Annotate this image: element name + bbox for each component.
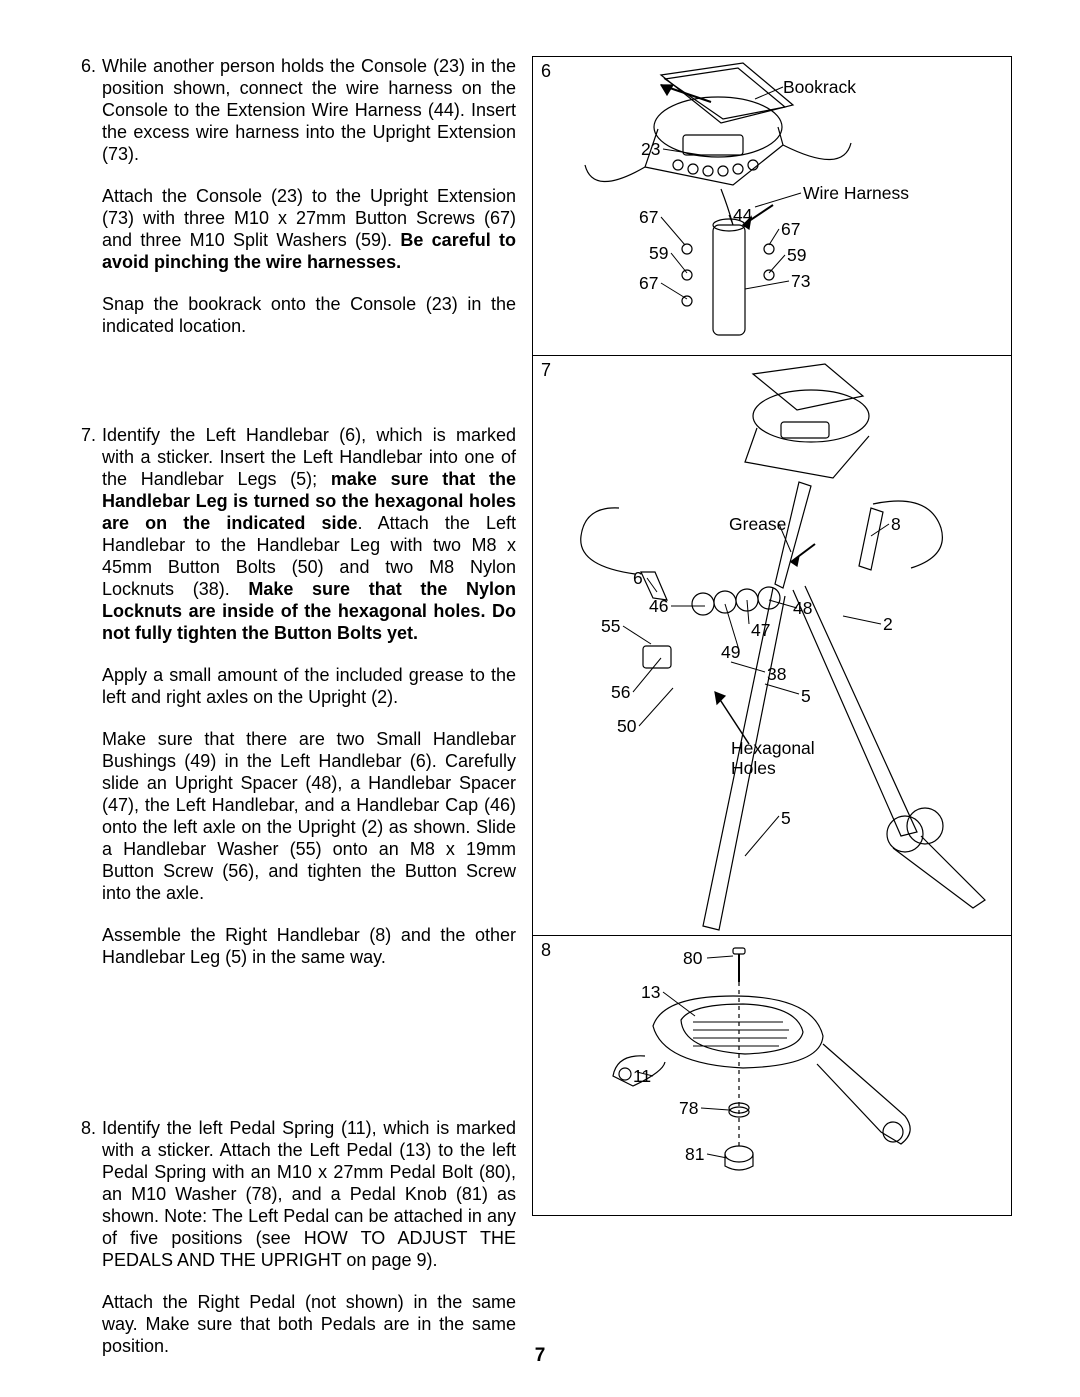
label-wire-harness: Wire Harness (803, 183, 909, 203)
step-body: While another person holds the Console (… (102, 56, 516, 337)
step-paragraph: Assemble the Right Handlebar (8) and the… (102, 925, 516, 969)
step-number: 6. (72, 56, 102, 337)
label-38: 38 (767, 664, 786, 684)
label-81: 81 (685, 1144, 704, 1164)
label-hexagonal-holes: Hexagonal Holes (731, 738, 815, 778)
step-6: 6. While another person holds the Consol… (72, 56, 516, 337)
label-23: 23 (641, 139, 660, 159)
label-11: 11 (633, 1066, 651, 1086)
label-grease: Grease (729, 514, 786, 534)
page-content: 6. While another person holds the Consol… (72, 56, 1008, 1316)
label-67: 67 (781, 219, 800, 239)
diagram-7: 7 (532, 356, 1012, 936)
diagram-8: 8 (532, 936, 1012, 1216)
text: Identify the left Pedal Spring (11), whi… (102, 1118, 516, 1270)
text: Assemble the Right Handlebar (8) and the… (102, 925, 516, 967)
label-44: 44 (733, 205, 752, 225)
diagram-7-svg (533, 356, 1013, 936)
label-67: 67 (639, 207, 658, 227)
step-paragraph: Make sure that there are two Small Handl… (102, 729, 516, 905)
label-8: 8 (891, 514, 901, 534)
label-59: 59 (649, 243, 668, 263)
label-80: 80 (683, 948, 702, 968)
step-paragraph: Apply a small amount of the included gre… (102, 665, 516, 709)
label-59: 59 (787, 245, 806, 265)
label-5: 5 (781, 808, 791, 828)
step-paragraph: Snap the bookrack onto the Console (23) … (102, 294, 516, 338)
step-7: 7. Identify the Left Handlebar (6), whic… (72, 425, 516, 968)
label-78: 78 (679, 1098, 698, 1118)
step-paragraph: While another person holds the Console (… (102, 56, 516, 166)
step-number: 7. (72, 425, 102, 968)
diagram-6: 6 (532, 56, 1012, 356)
label-73: 73 (791, 271, 810, 291)
label-6: 6 (633, 568, 643, 588)
label-13: 13 (641, 982, 660, 1002)
step-body: Identify the left Pedal Spring (11), whi… (102, 1118, 516, 1358)
label-55: 55 (601, 616, 620, 636)
label-5: 5 (801, 686, 811, 706)
label-49: 49 (721, 642, 740, 662)
step-paragraph: Identify the left Pedal Spring (11), whi… (102, 1118, 516, 1272)
label-67: 67 (639, 273, 658, 293)
step-8: 8. Identify the left Pedal Spring (11), … (72, 1118, 516, 1358)
step-paragraph: Identify the Left Handlebar (6), which i… (102, 425, 516, 645)
diagrams-column: 6 (532, 56, 1012, 1316)
label-2: 2 (883, 614, 893, 634)
text: Make sure that there are two Small Handl… (102, 729, 516, 903)
label-bookrack: Bookrack (783, 77, 856, 97)
step-paragraph: Attach the Console (23) to the Upright E… (102, 186, 516, 274)
instructions-column: 6. While another person holds the Consol… (72, 56, 516, 1316)
label-48: 48 (793, 598, 812, 618)
text: Apply a small amount of the included gre… (102, 665, 516, 707)
diagram-8-svg (533, 936, 1013, 1216)
step-number: 8. (72, 1118, 102, 1358)
text: While another person holds the Console (… (102, 56, 516, 164)
page-number: 7 (0, 1345, 1080, 1367)
text: Snap the bookrack onto the Console (23) … (102, 294, 516, 336)
step-body: Identify the Left Handlebar (6), which i… (102, 425, 516, 968)
label-46: 46 (649, 596, 668, 616)
label-56: 56 (611, 682, 630, 702)
diagram-6-svg (533, 57, 1013, 357)
label-50: 50 (617, 716, 636, 736)
label-47: 47 (751, 620, 770, 640)
